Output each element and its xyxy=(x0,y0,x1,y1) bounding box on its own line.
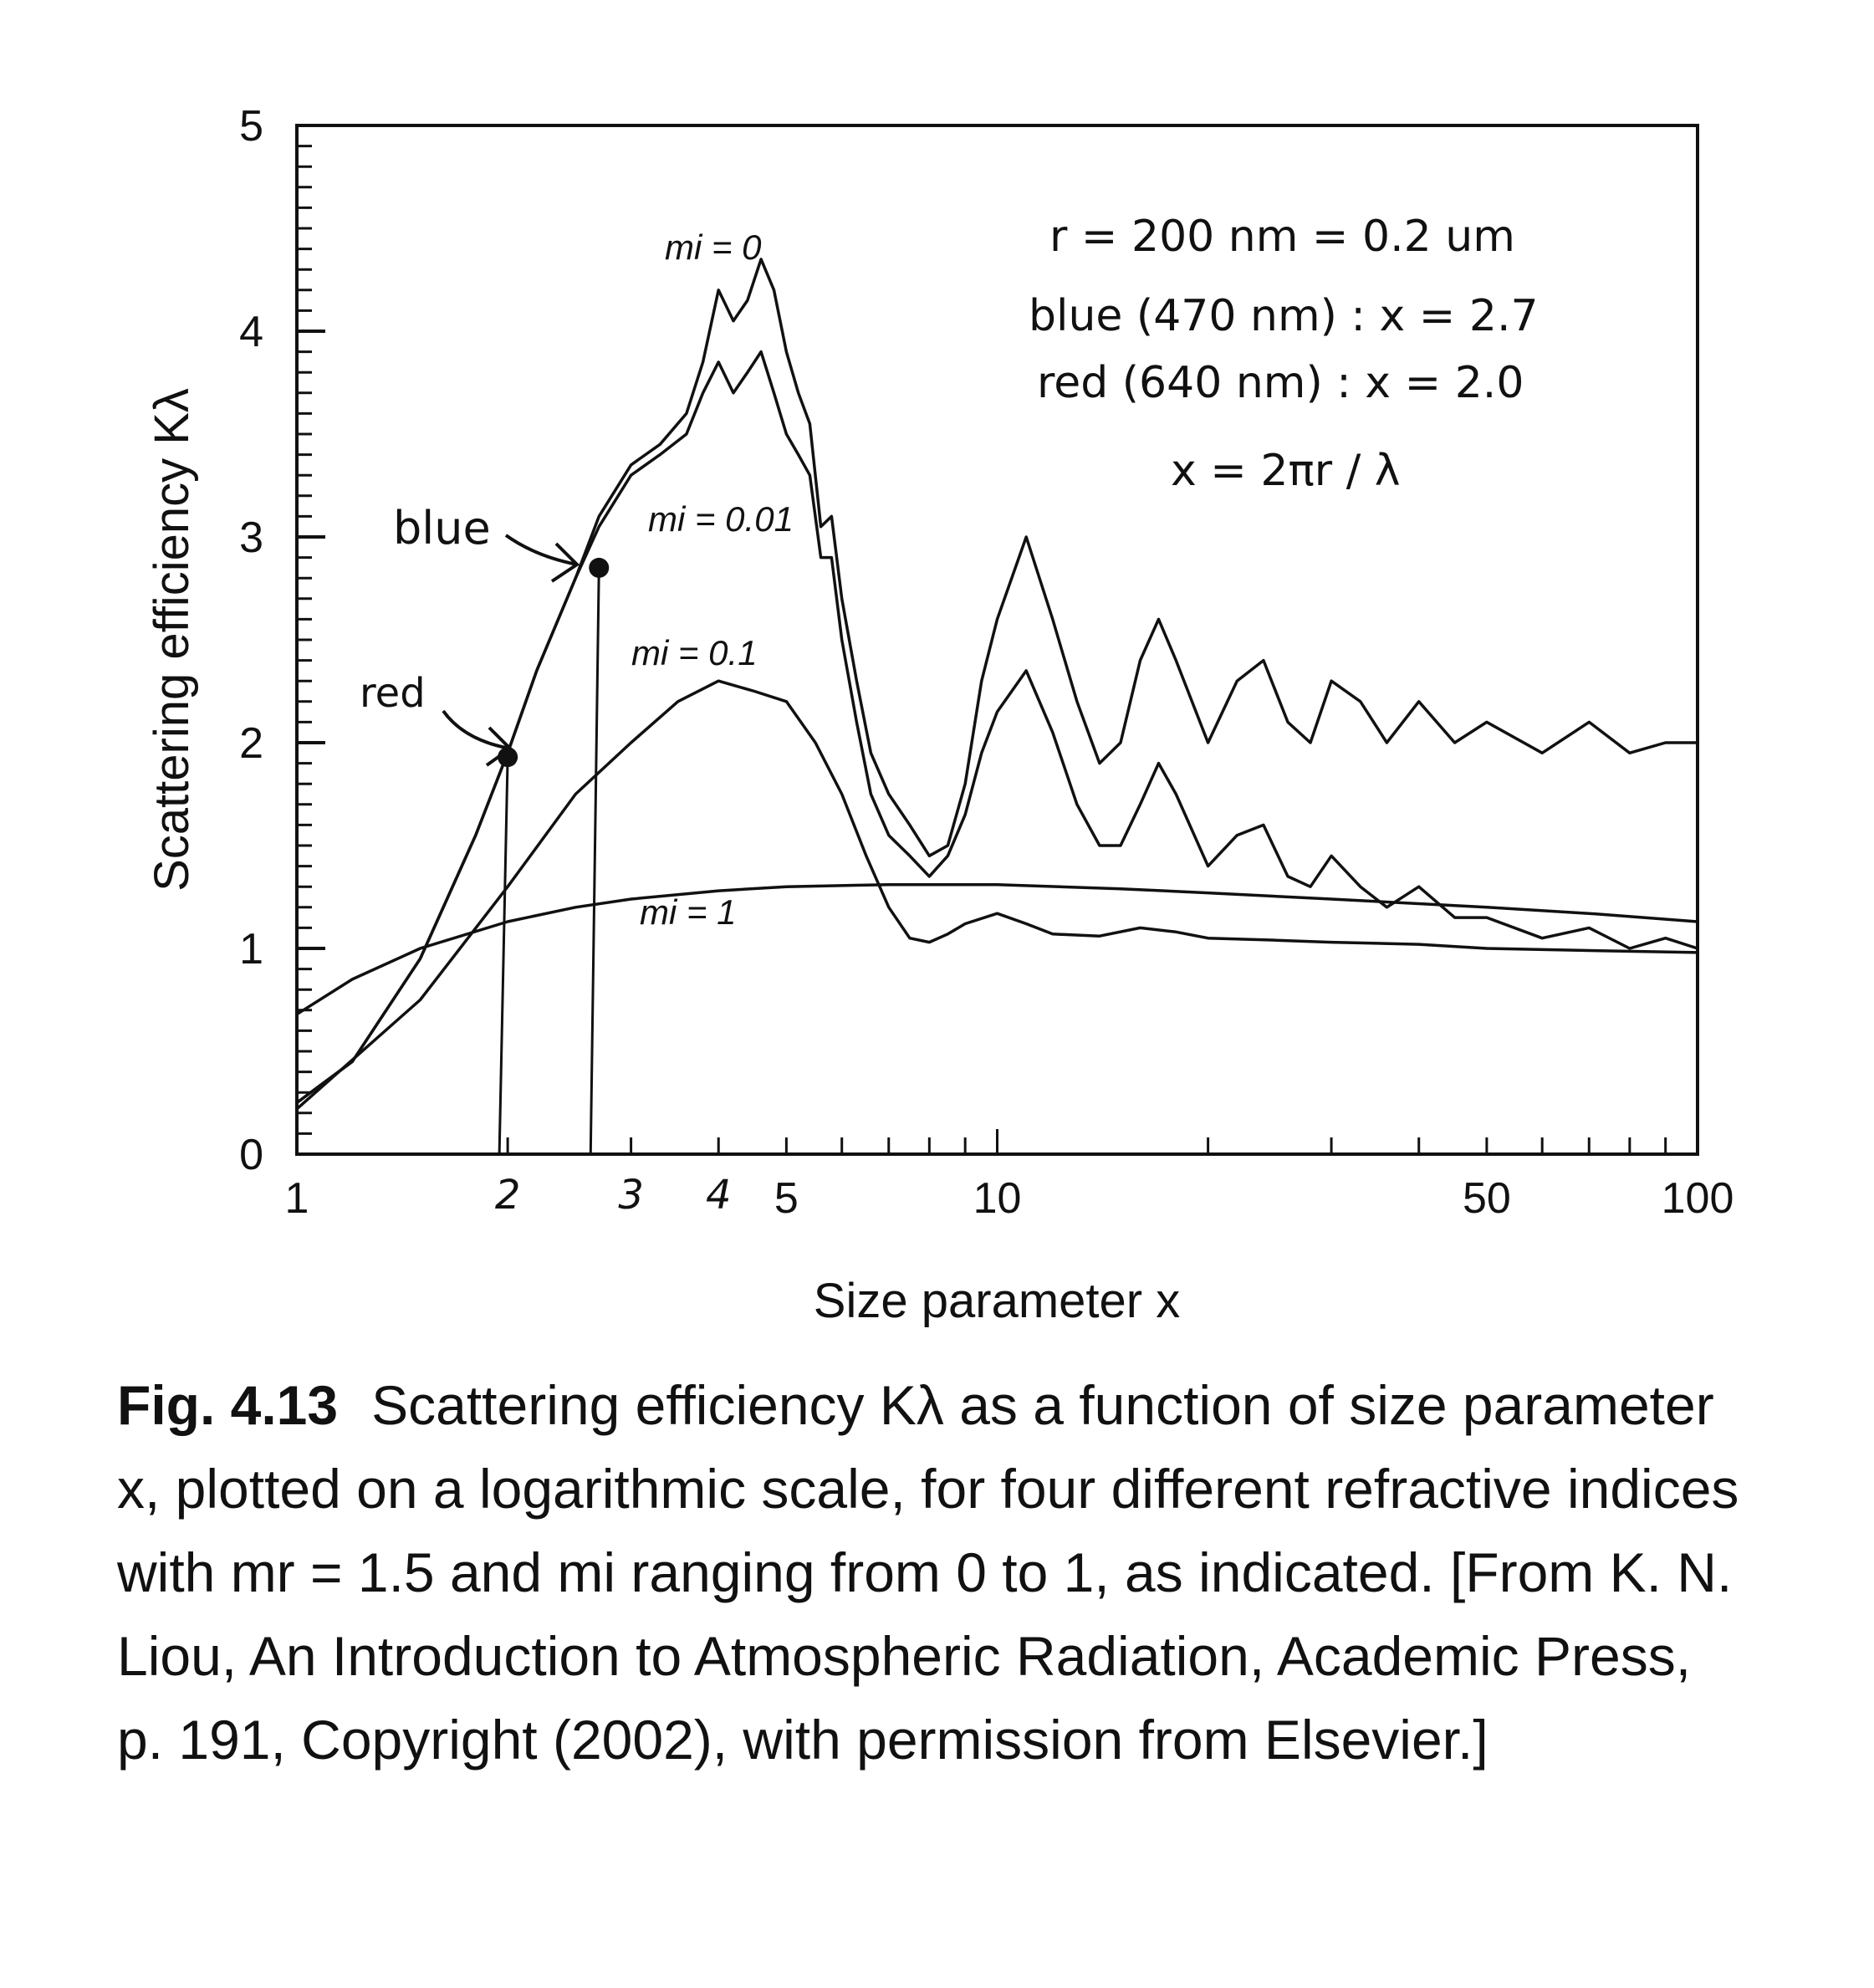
red-arrow xyxy=(442,709,513,767)
y-tick-label: 1 xyxy=(239,925,263,974)
curve-label-mi-0-1: mi = 0.1 xyxy=(631,633,758,672)
figure-caption: Fig. 4.13 Scattering efficiency Kλ as a f… xyxy=(117,1363,1748,1781)
y-tick-label: 4 xyxy=(239,308,263,356)
blue-arrow xyxy=(504,534,580,583)
red-drop-line xyxy=(498,757,509,1155)
blue-point xyxy=(589,557,610,578)
series-line-2 xyxy=(295,679,1698,1111)
y-tick-label: 3 xyxy=(239,514,263,562)
note-size-parameter-formula: x = 2πr / λ xyxy=(1171,446,1401,496)
figure-caption-text: Scattering efficiency Kλ as a function o… xyxy=(117,1374,1739,1771)
figure-label: Fig. 4.13 xyxy=(117,1374,339,1436)
x-tick-label: 5 xyxy=(774,1174,799,1223)
note-radius: r = 200 nm = 0.2 um xyxy=(1049,212,1515,262)
blue-drop-line xyxy=(589,567,600,1155)
series-lines xyxy=(295,258,1698,1111)
axis-ticks xyxy=(295,124,1699,1156)
y-tick-label: 0 xyxy=(239,1131,263,1179)
x-tick-label-handwritten: 2 xyxy=(495,1172,521,1219)
curve-label-mi-1: mi = 1 xyxy=(640,892,737,932)
curve-label-mi-0-01: mi = 0.01 xyxy=(648,499,794,539)
note-blue-wavelength: blue (470 nm) : x = 2.7 xyxy=(1029,291,1539,341)
x-axis-label: Size parameter x xyxy=(814,1274,1180,1328)
x-tick-label: 100 xyxy=(1662,1174,1734,1223)
point-markers xyxy=(498,557,610,1155)
red-annotation: red xyxy=(360,670,426,717)
plot-frame xyxy=(295,124,1699,1156)
note-red-wavelength: red (640 nm) : x = 2.0 xyxy=(1037,358,1524,408)
x-tick-label: 10 xyxy=(973,1174,1022,1223)
series-line-3 xyxy=(296,882,1698,1016)
y-tick-label: 2 xyxy=(239,719,263,768)
series-line-1 xyxy=(295,350,1698,1104)
y-axis-label: Scattering efficiency Kλ xyxy=(145,388,199,892)
x-tick-label: 50 xyxy=(1463,1174,1511,1223)
blue-annotation: blue xyxy=(393,502,491,554)
series-line-0 xyxy=(295,258,1698,1104)
curve-label-mi-0: mi = 0 xyxy=(665,227,762,267)
x-tick-label-handwritten: 4 xyxy=(706,1172,732,1219)
handwritten-notes: r = 200 nm = 0.2 um blue (470 nm) : x = … xyxy=(1029,212,1539,496)
x-tick-label: 1 xyxy=(285,1174,309,1223)
x-tick-label-handwritten: 3 xyxy=(618,1172,644,1219)
y-tick-label: 5 xyxy=(239,102,263,151)
